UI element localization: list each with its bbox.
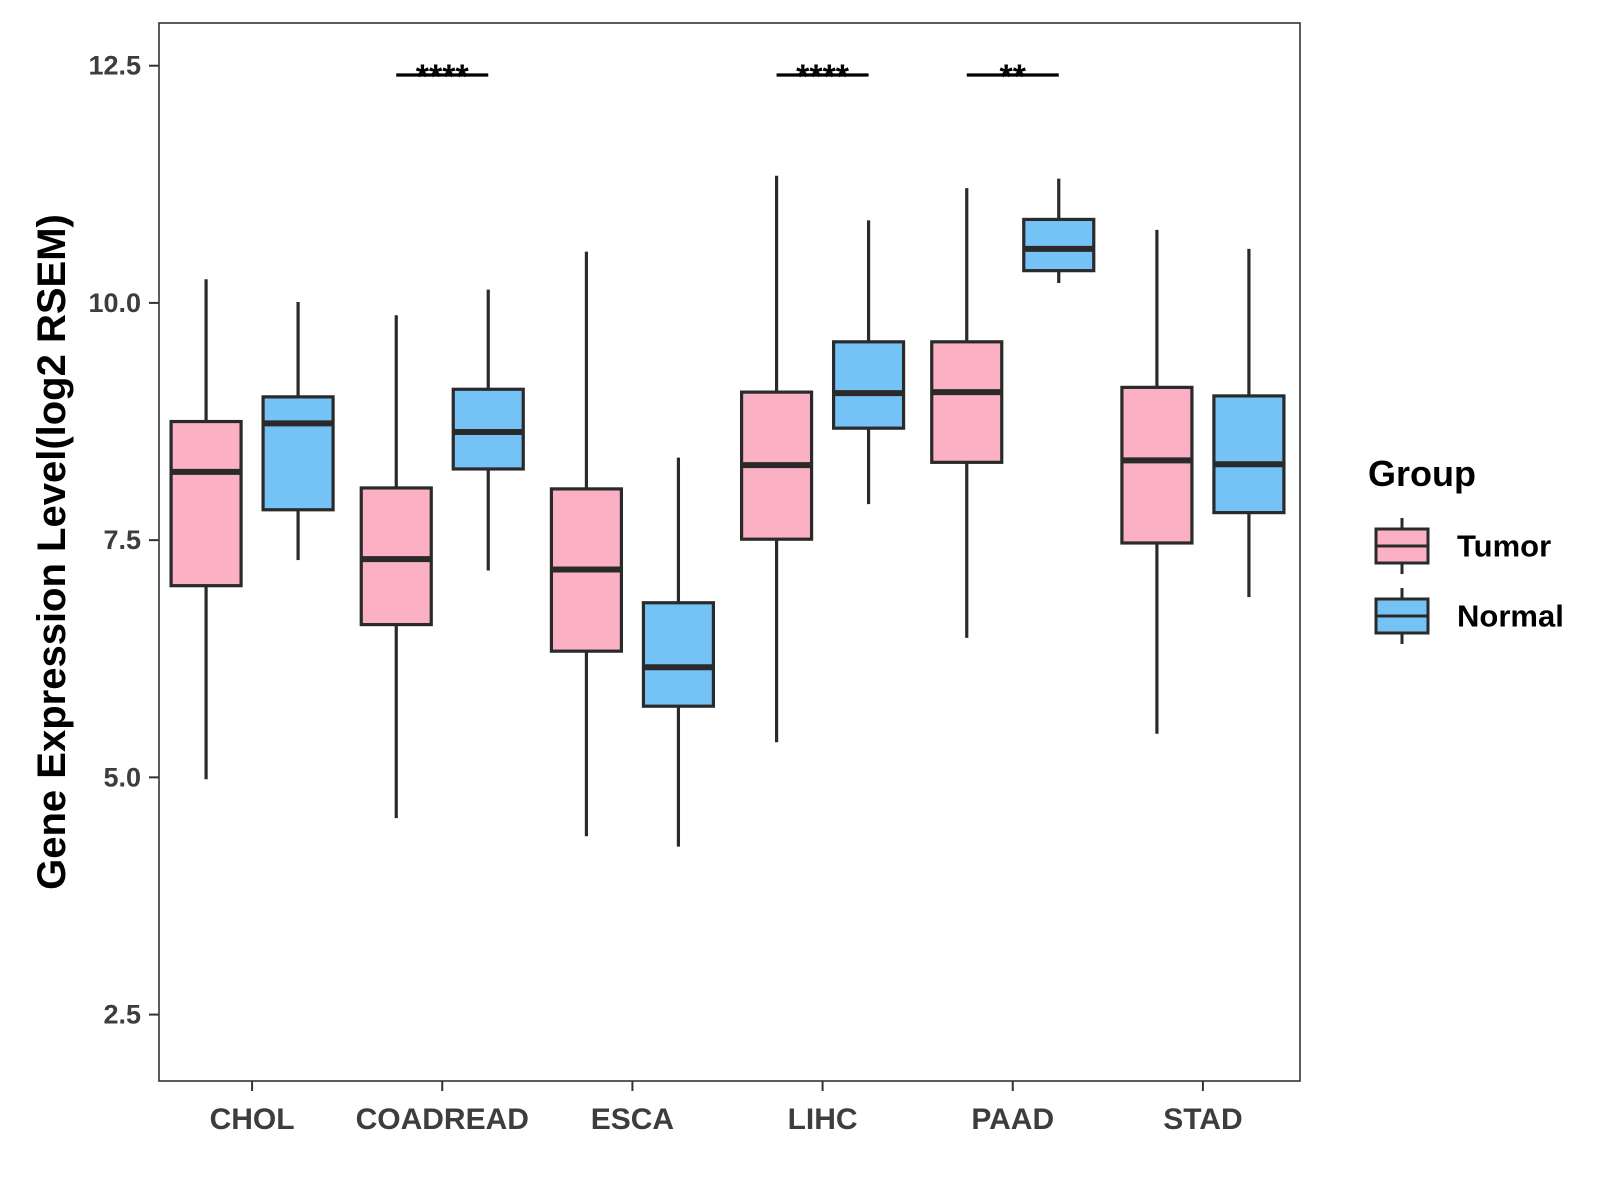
y-axis: 2.5 5.0 7.5 10.0 12.5 — [88, 51, 159, 1030]
x-tick-label-paad: PAAD — [971, 1103, 1054, 1136]
significance-coadread: **** — [396, 58, 489, 96]
x-tick-label-stad: STAD — [1163, 1103, 1242, 1136]
box-normal-esca — [641, 457, 716, 847]
box-normal-chol — [261, 301, 335, 561]
legend-label-tumor: Tumor — [1457, 529, 1551, 564]
significance-label: **** — [796, 58, 850, 96]
legend-title: Group — [1368, 453, 1476, 494]
box-tumor-chol — [169, 279, 243, 780]
legend-label-normal: Normal — [1457, 599, 1564, 634]
boxes-layer — [169, 175, 1286, 847]
box-tumor-paad — [930, 188, 1004, 638]
box-normal-lihc — [831, 220, 906, 505]
box-iqr — [169, 419, 243, 588]
box-iqr — [930, 340, 1004, 464]
x-tick-label-coadread: COADREAD — [356, 1103, 529, 1136]
legend-key-normal: Normal — [1374, 588, 1564, 644]
box-iqr — [641, 601, 716, 708]
legend-key-tumor: Tumor — [1374, 518, 1551, 574]
significance-lihc: **** — [776, 58, 869, 96]
x-tick-label-esca: ESCA — [591, 1103, 674, 1136]
box-tumor-coadread — [359, 315, 433, 819]
box-tumor-stad — [1120, 229, 1194, 734]
box-normal-stad — [1212, 248, 1286, 598]
plot-panel-border — [158, 22, 1301, 1082]
significance-label: **** — [416, 58, 470, 96]
legend: Group Tumor Normal — [1368, 453, 1564, 644]
significance-layer: **** **** ** — [396, 58, 1059, 96]
box-iqr — [1022, 217, 1096, 273]
box-iqr — [831, 340, 906, 430]
box-tumor-lihc — [739, 175, 814, 743]
significance-label: ** — [1000, 58, 1027, 96]
box-normal-coadread — [451, 289, 525, 571]
x-tick-label-chol: CHOL — [210, 1103, 295, 1136]
y-axis-title: Gene Expression Level(log2 RSEM) — [30, 214, 74, 890]
y-tick-label: 2.5 — [103, 1000, 141, 1030]
significance-paad: ** — [966, 58, 1059, 96]
y-tick-label: 7.5 — [103, 525, 141, 555]
box-tumor-esca — [549, 251, 624, 837]
x-axis: CHOL COADREAD ESCA LIHC PAAD STAD — [210, 1081, 1243, 1136]
box-normal-paad — [1022, 178, 1096, 283]
y-tick-label: 5.0 — [103, 762, 141, 792]
y-tick-label: 12.5 — [88, 51, 141, 81]
x-tick-label-lihc: LIHC — [788, 1103, 858, 1136]
box-iqr — [261, 395, 335, 512]
box-iqr — [1120, 385, 1194, 545]
box-iqr — [1212, 394, 1286, 515]
y-tick-label: 10.0 — [88, 288, 141, 318]
